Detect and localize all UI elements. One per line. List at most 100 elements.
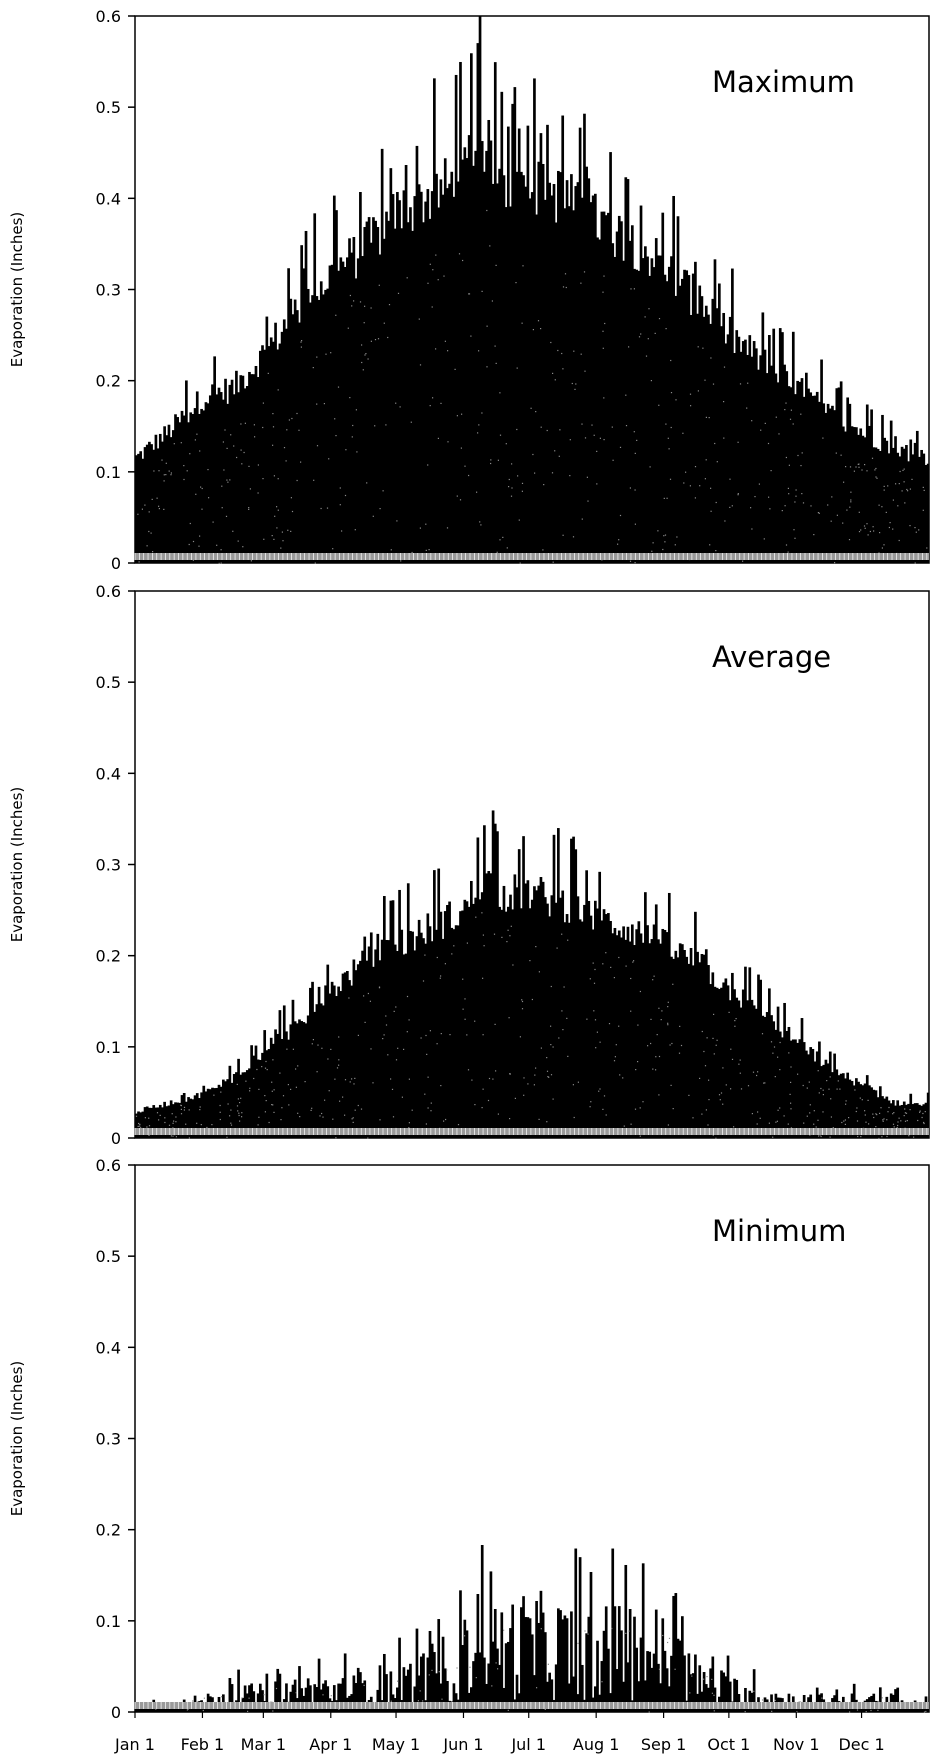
- day-bar: [672, 958, 675, 1138]
- day-bar: [533, 1675, 536, 1712]
- speckle: [822, 1111, 824, 1113]
- speckle: [199, 535, 201, 537]
- speckle: [436, 956, 438, 959]
- day-bar: [224, 1081, 227, 1138]
- day-bar: [400, 228, 404, 563]
- day-bar: [678, 943, 682, 1138]
- day-bar: [672, 1595, 675, 1712]
- speckle: [211, 1124, 213, 1126]
- day-bar: [450, 927, 454, 1138]
- speckle: [408, 1019, 410, 1021]
- speckle: [580, 282, 582, 284]
- day-bar: [791, 331, 795, 563]
- day-bar: [417, 184, 421, 564]
- day-bar: [309, 987, 312, 1138]
- day-bar: [776, 1006, 780, 1138]
- day-bar: [802, 1042, 806, 1138]
- speckle: [495, 362, 497, 364]
- speckle: [290, 1088, 292, 1090]
- speckle: [506, 547, 508, 549]
- day-bar: [739, 1007, 743, 1138]
- speckle: [367, 992, 369, 995]
- speckle: [263, 1694, 265, 1696]
- speckle: [604, 322, 606, 325]
- day-bar: [691, 1673, 695, 1712]
- baseline-strip: [135, 1128, 929, 1135]
- day-bar: [422, 938, 425, 1138]
- speckle: [475, 916, 477, 918]
- day-bar: [846, 397, 850, 563]
- day-bar: [230, 1684, 234, 1712]
- y-tick-label: 0.2: [96, 372, 121, 391]
- speckle: [728, 1011, 730, 1013]
- speckle: [761, 1033, 764, 1035]
- day-bar: [681, 944, 684, 1138]
- day-bar: [791, 1039, 795, 1138]
- speckle: [633, 960, 635, 962]
- day-bar: [187, 1097, 190, 1138]
- speckle: [909, 1109, 911, 1111]
- day-bar: [315, 1687, 319, 1712]
- day-bar: [911, 1104, 915, 1138]
- speckle: [532, 329, 534, 331]
- speckle: [751, 528, 753, 530]
- speckle: [861, 469, 863, 471]
- day-bar: [426, 1657, 430, 1712]
- day-bar: [450, 171, 454, 563]
- speckle: [709, 544, 711, 546]
- speckle: [411, 551, 413, 554]
- speckle: [267, 372, 269, 374]
- speckle: [272, 426, 275, 428]
- speckle: [826, 1080, 828, 1082]
- speckle: [290, 497, 292, 499]
- speckle: [170, 1135, 172, 1137]
- day-bar: [389, 1671, 393, 1712]
- day-bar: [913, 442, 917, 563]
- speckle: [637, 1061, 639, 1063]
- day-bar: [437, 207, 441, 564]
- speckle: [813, 1110, 815, 1112]
- day-bar: [200, 408, 203, 563]
- speckle: [775, 416, 777, 418]
- day-bar: [356, 1667, 360, 1712]
- day-bar: [239, 1074, 243, 1138]
- speckle: [258, 1116, 260, 1118]
- day-bar: [844, 431, 847, 563]
- speckle: [344, 1079, 347, 1081]
- day-bar: [624, 1564, 628, 1712]
- speckle: [509, 935, 511, 937]
- speckle: [792, 423, 794, 425]
- speckle: [328, 458, 330, 460]
- speckle: [385, 424, 387, 426]
- speckle: [671, 1042, 673, 1045]
- speckle: [754, 496, 756, 498]
- speckle: [639, 1135, 641, 1137]
- speckle: [443, 275, 445, 277]
- day-bar: [837, 387, 841, 563]
- speckle: [314, 562, 316, 564]
- day-bar: [476, 1594, 480, 1712]
- day-bar: [517, 849, 521, 1138]
- day-bar: [926, 1092, 930, 1138]
- speckle: [155, 1708, 157, 1710]
- speckle: [593, 1010, 595, 1012]
- day-bar: [824, 412, 828, 563]
- speckle: [135, 1115, 138, 1117]
- speckle: [892, 1113, 894, 1115]
- speckle: [137, 513, 139, 515]
- speckle: [334, 1078, 336, 1080]
- speckle: [378, 284, 380, 286]
- day-bar: [635, 1647, 639, 1712]
- day-bar: [137, 1708, 140, 1712]
- day-bar: [452, 929, 456, 1138]
- speckle: [232, 530, 234, 532]
- speckle: [897, 1124, 899, 1127]
- speckle: [546, 1070, 549, 1072]
- speckle: [603, 275, 605, 277]
- speckle: [461, 413, 463, 415]
- speckle: [787, 551, 789, 553]
- speckle: [283, 447, 286, 449]
- day-bar: [652, 267, 656, 563]
- speckle: [858, 511, 860, 513]
- day-bar: [361, 950, 364, 1138]
